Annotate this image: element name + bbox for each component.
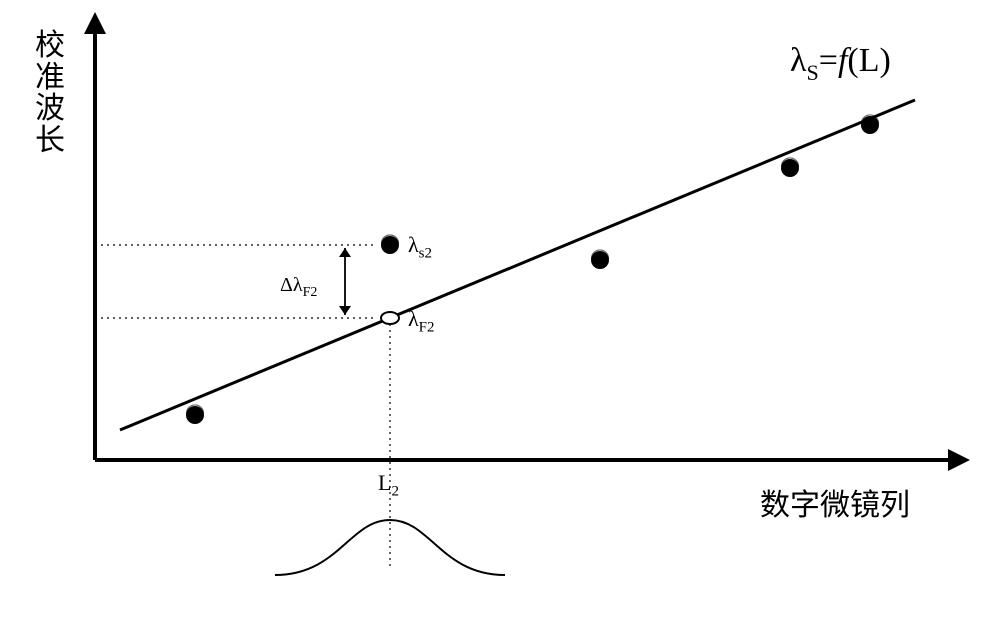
delta-arrow-icon (339, 248, 351, 315)
data-point (591, 251, 609, 269)
regression-line (120, 100, 915, 430)
data-point (381, 236, 399, 254)
y-axis-arrow-icon (84, 12, 106, 34)
chart-container: 校准波长 数字微镜列 λS=f(L) λs2 λF2 ΔλF2 L2 (0, 0, 1000, 618)
x-axis-label: 数字微镜列 (760, 480, 910, 524)
label-delta-lambda-f2: ΔλF2 (280, 274, 317, 301)
label-lambda-f2: λF2 (408, 306, 435, 336)
data-point (186, 406, 204, 424)
x-axis-arrow-icon (948, 449, 970, 471)
fitted-point-marker (381, 312, 399, 324)
fit-equation: λS=f(L) (790, 42, 891, 85)
label-L2: L2 (378, 470, 399, 500)
data-point (781, 159, 799, 177)
label-lambda-s2: λs2 (408, 232, 432, 262)
y-axis-label: 校准波长 (35, 30, 65, 156)
chart-svg (0, 0, 1000, 618)
data-point (861, 116, 879, 134)
data-points (186, 115, 879, 424)
